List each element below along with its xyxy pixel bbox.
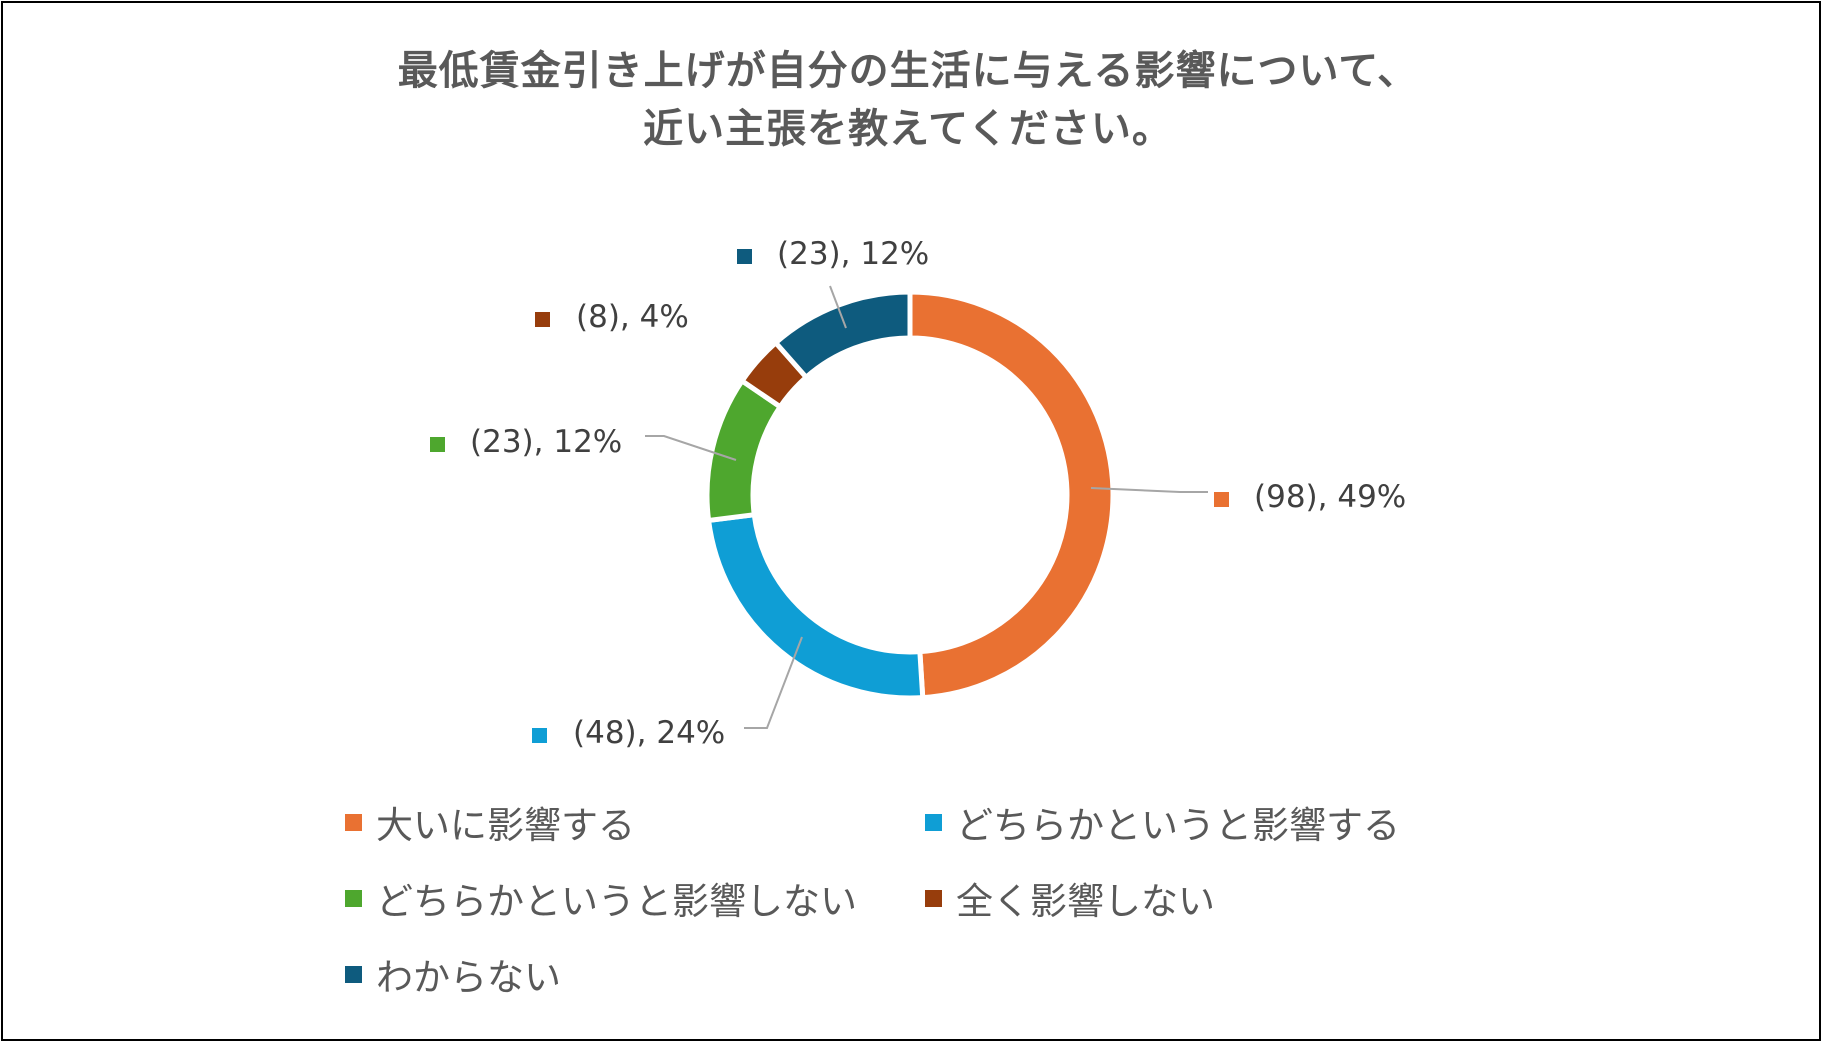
legend-label-3: 全く影響しない (956, 880, 1215, 923)
legend-swatch-4 (345, 965, 362, 983)
donut-slice-4 (772, 289, 913, 381)
data-label-swatch-3 (535, 312, 550, 327)
data-label-2: (23), 12% (470, 424, 622, 460)
leader-line-0 (1090, 487, 1208, 493)
legend-swatch-0 (345, 813, 362, 831)
chart-legend: 大いに影響する どちらかというと影響する どちらかというと影響しない 全く影響し… (345, 798, 1545, 1028)
legend-item-1: どちらかというと影響する (925, 798, 1400, 847)
legend-swatch-1 (925, 813, 942, 831)
legend-item-2: どちらかというと影響しない (345, 874, 857, 923)
leader-line-4 (829, 285, 847, 329)
legend-item-3: 全く影響しない (925, 874, 1215, 923)
data-label-4: (23), 12% (777, 236, 929, 272)
legend-label-4: わからない (376, 956, 561, 999)
legend-swatch-3 (925, 889, 942, 907)
donut-slice-1 (705, 511, 926, 701)
legend-item-0: 大いに影響する (345, 798, 635, 847)
data-label-swatch-1 (532, 728, 547, 743)
legend-swatch-2 (345, 889, 362, 907)
data-label-swatch-2 (430, 437, 445, 452)
chart-title: 最低賃金引き上げが自分の生活に与える影響について、 近い主張を教えてください。 (0, 42, 1816, 158)
legend-label-0: 大いに影響する (376, 804, 635, 847)
leader-line-1 (744, 636, 803, 729)
legend-label-2: どちらかというと影響しない (376, 880, 857, 923)
data-label-swatch-4 (737, 249, 752, 264)
chart-title-line-2: 近い主張を教えてください。 (643, 106, 1173, 152)
legend-label-1: どちらかというと影響する (956, 804, 1400, 847)
legend-item-4: わからない (345, 950, 561, 999)
donut-slice-0 (907, 289, 1116, 701)
leader-line-2 (645, 435, 737, 461)
data-label-swatch-0 (1214, 492, 1229, 507)
data-label-1: (48), 24% (573, 715, 725, 751)
chart-title-line-1: 最低賃金引き上げが自分の生活に与える影響について、 (397, 48, 1419, 94)
data-label-0: (98), 49% (1254, 479, 1406, 515)
data-label-3: (8), 4% (576, 299, 689, 335)
